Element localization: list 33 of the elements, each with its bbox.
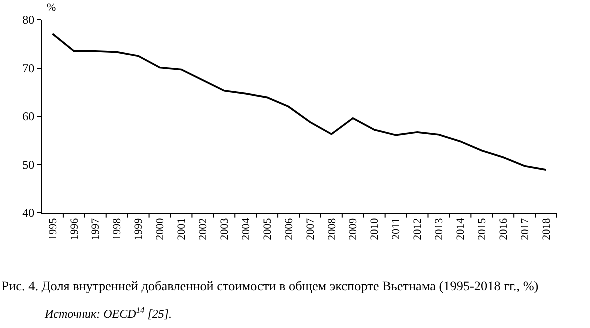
x-tick-label: 1999 <box>133 218 146 240</box>
y-tick-label: 80 <box>22 13 35 28</box>
line-series <box>52 33 548 171</box>
x-tick-label: 2006 <box>283 218 296 240</box>
text: Источник: OECD$^{14}$ [25]. <box>44 306 172 322</box>
x-tick-label: 2011 <box>390 218 403 240</box>
y-tick-label: 60 <box>22 110 35 124</box>
x-tick-label: 2013 <box>434 218 446 240</box>
x-tick-label: 2014 <box>455 218 468 240</box>
x-tick-label: 2017 <box>519 218 532 240</box>
x-tick-label: 2009 <box>348 218 360 240</box>
x-tick-label: 2015 <box>476 218 488 240</box>
x-tick-label: 2004 <box>240 218 252 240</box>
y-tick-label: 70 <box>22 61 35 76</box>
x-tick-label: 2000 <box>154 218 167 240</box>
x-tick-label: 2018 <box>540 218 553 240</box>
y-tick-label: 50 <box>22 158 35 172</box>
x-tick-label: 2001 <box>176 218 188 240</box>
x-tick-label: 1995 <box>47 218 60 240</box>
x-tick-label: 1996 <box>68 218 81 240</box>
x-tick-label: 1998 <box>112 218 124 240</box>
y-tick-label: 40 <box>22 206 35 220</box>
x-tick-label: 2012 <box>412 218 424 240</box>
x-tick-label: 1997 <box>90 218 102 240</box>
x-tick-label: 2008 <box>326 218 338 240</box>
y-axis-title: % <box>47 2 56 14</box>
x-tick-label: 2010 <box>369 218 382 240</box>
x-tick-label: 2002 <box>198 218 210 240</box>
x-tick-label: 2003 <box>218 218 231 240</box>
x-tick-label: 2007 <box>304 218 317 240</box>
text: Рис. 4. Доля внутренней добавленной стоимости в общем экспорте Вьетнама (1995-2018 гг., %) <box>2 278 539 294</box>
x-tick-label: 2016 <box>498 218 510 240</box>
x-tick-label: 2005 <box>262 218 274 240</box>
